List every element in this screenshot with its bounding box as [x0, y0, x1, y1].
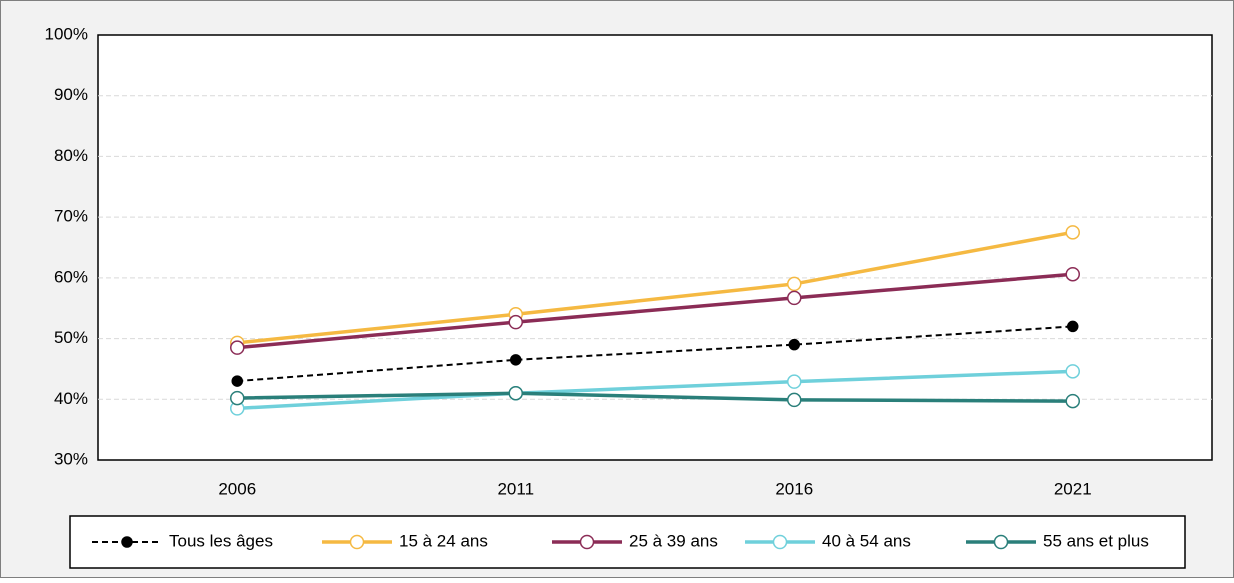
marker [1065, 364, 1080, 379]
y-tick-label: 60% [54, 267, 88, 286]
y-tick-label: 70% [54, 207, 88, 226]
legend-label: 25 à 39 ans [629, 531, 718, 550]
x-tick-label: 2011 [497, 479, 534, 498]
x-tick-label: 2021 [1054, 479, 1092, 498]
x-tick-label: 2006 [218, 479, 256, 498]
marker [787, 374, 802, 389]
legend-marker [993, 534, 1009, 550]
legend-label: Tous les âges [169, 531, 273, 550]
y-tick-label: 30% [54, 449, 88, 468]
marker [787, 290, 802, 306]
marker [1065, 266, 1080, 282]
marker [231, 375, 243, 387]
legend-marker [121, 536, 133, 548]
marker [1065, 225, 1080, 240]
marker [1067, 320, 1079, 333]
x-tick-label: 2016 [775, 479, 813, 498]
marker [508, 314, 523, 330]
series-line [237, 230, 1074, 345]
marker [787, 276, 802, 292]
legend-marker [579, 534, 595, 550]
marker [1065, 393, 1080, 409]
series-line [237, 272, 1073, 350]
y-tick-label: 100% [45, 24, 88, 43]
marker [788, 338, 800, 351]
legend-marker [349, 534, 365, 550]
y-tick-label: 80% [54, 146, 88, 165]
legend-label: 15 à 24 ans [399, 531, 488, 550]
marker [787, 392, 802, 408]
marker [510, 354, 522, 366]
series-line [237, 391, 1073, 403]
y-tick-label: 90% [54, 85, 88, 104]
marker [230, 390, 245, 406]
legend-label: 40 à 54 ans [822, 531, 911, 550]
y-tick-label: 50% [54, 328, 88, 347]
marker [508, 385, 523, 401]
legend-marker [772, 534, 788, 550]
marker [230, 340, 245, 355]
y-tick-label: 40% [54, 389, 88, 408]
legend-label: 55 ans et plus [1043, 531, 1149, 550]
series-line [237, 369, 1073, 411]
